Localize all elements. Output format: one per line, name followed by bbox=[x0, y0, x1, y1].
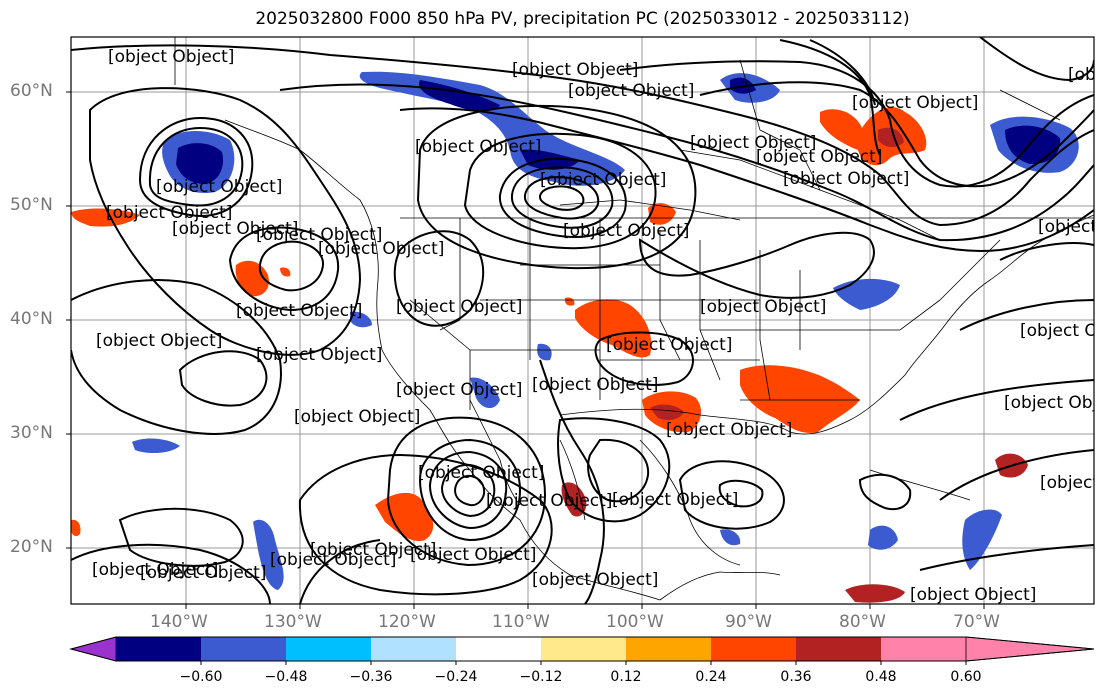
contour-label: [object Object] bbox=[410, 545, 536, 565]
lat-label-40n: 40°N bbox=[10, 309, 53, 329]
colorbar-tick-label: 0.36 bbox=[780, 669, 812, 685]
lon-label-100w: 100°W bbox=[606, 612, 664, 632]
colorbar-bin bbox=[541, 637, 626, 661]
contour-label: [object Object] bbox=[310, 540, 436, 560]
contour-label: [object Object] bbox=[92, 560, 218, 580]
contour-label: [object Object] bbox=[540, 170, 666, 190]
contour-label: [object Object] bbox=[270, 550, 396, 570]
map-title: 2025032800 F000 850 hPa PV, precipitatio… bbox=[255, 9, 910, 29]
contour-label: [object Object] bbox=[172, 219, 298, 239]
contour-label: [object Object] bbox=[1040, 473, 1105, 493]
colorbar-bin bbox=[201, 637, 286, 661]
contour-label: [object Object] bbox=[666, 420, 792, 440]
lon-label-90w: 90°W bbox=[725, 612, 772, 632]
contour-label: [object Object] bbox=[396, 297, 522, 317]
contour-label: [object Object] bbox=[108, 47, 234, 67]
lat-label-60n: 60°N bbox=[10, 81, 53, 101]
contour-label: [object Object] bbox=[532, 570, 658, 590]
contour-label: [object Object] bbox=[256, 225, 382, 245]
colorbar-bin bbox=[796, 637, 881, 661]
contour-label: [object Object] bbox=[612, 490, 738, 510]
contour-label: [object Object] bbox=[236, 301, 362, 321]
colorbar-bin bbox=[371, 637, 456, 661]
lat-label-20n: 20°N bbox=[10, 537, 53, 557]
contour-label: [object Object] bbox=[486, 491, 612, 511]
contour-label: [object Object] bbox=[532, 375, 658, 395]
colorbar-tick-label: −0.12 bbox=[519, 669, 563, 685]
lon-label-140w: 140°W bbox=[150, 612, 208, 632]
colorbar-bin bbox=[881, 637, 966, 661]
colorbar-tick-label: −0.36 bbox=[349, 669, 393, 685]
colorbar-tick-label: −0.48 bbox=[264, 669, 308, 685]
contour-label: [object Object] bbox=[140, 563, 266, 583]
contour-label: [object Object] bbox=[156, 177, 282, 197]
contour-label: [object Object] bbox=[318, 239, 444, 259]
lon-label-130w: 130°W bbox=[264, 612, 322, 632]
coastlines-borders bbox=[174, 37, 1094, 601]
colorbar-extend-left bbox=[69, 636, 117, 662]
colorbar-extend-right bbox=[965, 636, 1095, 662]
contour-label: [object Object] bbox=[415, 137, 541, 157]
pv-contours bbox=[71, 37, 1094, 604]
contour-label: [object Object] bbox=[512, 60, 638, 80]
colorbar-tick-label: 0.24 bbox=[695, 669, 727, 685]
contour-labels: [object Object] [object Object] [object … bbox=[92, 47, 1105, 605]
contour-label: [object Object] bbox=[563, 221, 689, 241]
contour-label: [object Object] bbox=[568, 81, 694, 101]
colorbar-tick-label: −0.24 bbox=[434, 669, 478, 685]
contour-label: [object Object] bbox=[96, 331, 222, 351]
contour-label: [object Object] bbox=[1068, 65, 1105, 85]
lat-label-50n: 50°N bbox=[10, 195, 53, 215]
contour-label: [object Object] bbox=[396, 380, 522, 400]
lon-label-120w: 120°W bbox=[378, 612, 436, 632]
colorbar-tick-label: 0.12 bbox=[610, 669, 642, 685]
colorbar-bin bbox=[286, 637, 371, 661]
colorbar-tick-label: 0.60 bbox=[950, 669, 982, 685]
contour-label: [object Object] bbox=[256, 345, 382, 365]
contour-label: [object Object] bbox=[418, 463, 544, 483]
contour-label: [object Object] bbox=[690, 133, 816, 153]
lon-label-110w: 110°W bbox=[492, 612, 550, 632]
colorbar-bin bbox=[626, 637, 711, 661]
contour-label: [object Object] bbox=[756, 147, 882, 167]
colorbar-tick-label: −0.60 bbox=[179, 669, 223, 685]
contour-label: [object Object] bbox=[852, 93, 978, 113]
contour-label: [object Object] bbox=[106, 203, 232, 223]
contour-label: [object Object] bbox=[700, 297, 826, 317]
lat-label-30n: 30°N bbox=[10, 423, 53, 443]
colorbar bbox=[69, 636, 1095, 665]
contour-label: [object Object] bbox=[1038, 217, 1105, 237]
contour-label: [object Object] bbox=[1020, 321, 1105, 341]
contour-label: [object Object] bbox=[606, 335, 732, 355]
contour-label: [object Object] bbox=[910, 585, 1036, 605]
contour-label: [object Object] bbox=[1004, 393, 1105, 413]
axis-ticks bbox=[66, 91, 985, 609]
colorbar-bin bbox=[116, 637, 201, 661]
contour-label: [object Object] bbox=[783, 169, 909, 189]
lon-label-70w: 70°W bbox=[953, 612, 1000, 632]
lon-label-80w: 80°W bbox=[839, 612, 886, 632]
colorbar-bin bbox=[456, 637, 541, 661]
colorbar-tick-label: 0.48 bbox=[865, 669, 897, 685]
contour-label: [object Object] bbox=[294, 407, 420, 427]
colorbar-bin bbox=[711, 637, 796, 661]
